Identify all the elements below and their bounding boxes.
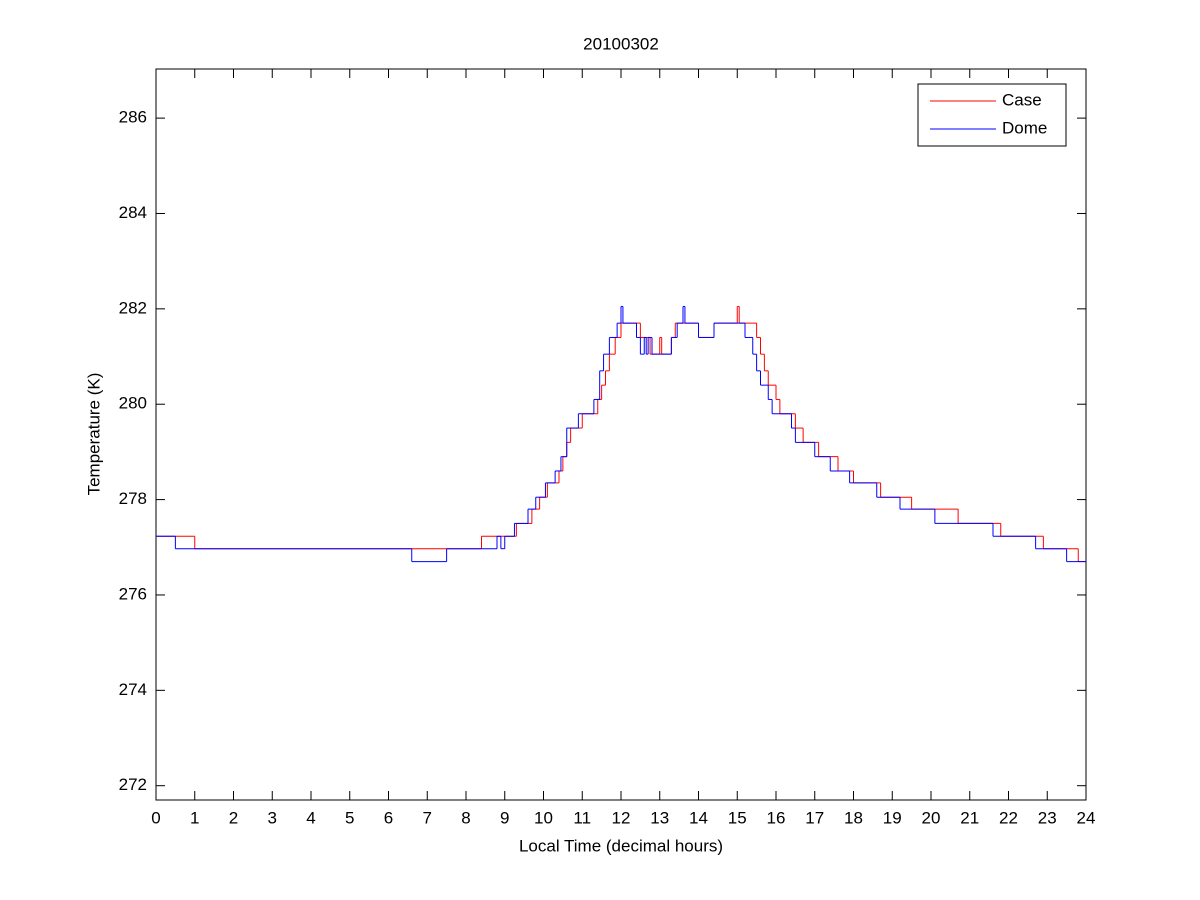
x-tick-label: 13 bbox=[650, 808, 669, 827]
plot-area bbox=[155, 68, 1087, 801]
series-line bbox=[156, 305, 1086, 563]
x-tick-label: 16 bbox=[767, 808, 786, 827]
x-axis-label: Local Time (decimal hours) bbox=[519, 836, 723, 855]
x-tick-label: 10 bbox=[534, 808, 553, 827]
y-tick-label: 282 bbox=[119, 298, 147, 317]
legend-box bbox=[917, 83, 1067, 147]
y-tick-label: 276 bbox=[119, 584, 147, 603]
legend-label: Dome bbox=[1002, 118, 1047, 137]
x-tick-label: 6 bbox=[384, 808, 393, 827]
x-tick-label: 2 bbox=[229, 808, 238, 827]
x-tick-label: 24 bbox=[1077, 808, 1096, 827]
x-tick-label: 22 bbox=[999, 808, 1018, 827]
x-tick-label: 11 bbox=[573, 808, 591, 827]
x-tick-label: 8 bbox=[461, 808, 470, 827]
y-tick-label: 284 bbox=[119, 203, 147, 222]
x-tick-label: 5 bbox=[345, 808, 354, 827]
x-tick-label: 20 bbox=[922, 808, 941, 827]
chart-title: 20100302 bbox=[583, 34, 659, 53]
x-tick-label: 23 bbox=[1038, 808, 1057, 827]
y-tick-label: 274 bbox=[119, 680, 147, 699]
x-tick-label: 3 bbox=[268, 808, 277, 827]
x-tick-label: 15 bbox=[728, 808, 747, 827]
x-tick-label: 12 bbox=[612, 808, 631, 827]
legend-label: Case bbox=[1002, 90, 1042, 109]
y-axis-label: Temperature (K) bbox=[84, 373, 103, 496]
x-tick-label: 17 bbox=[805, 808, 824, 827]
x-tick-label: 9 bbox=[500, 808, 509, 827]
x-tick-label: 1 bbox=[190, 808, 199, 827]
y-tick-label: 278 bbox=[119, 489, 147, 508]
x-tick-label: 18 bbox=[844, 808, 863, 827]
y-tick-label: 272 bbox=[119, 775, 147, 794]
x-tick-label: 7 bbox=[423, 808, 432, 827]
x-tick-label: 4 bbox=[306, 808, 315, 827]
y-tick-label: 286 bbox=[119, 108, 147, 127]
x-tick-label: 19 bbox=[883, 808, 902, 827]
x-tick-label: 0 bbox=[151, 808, 160, 827]
y-tick-label: 280 bbox=[119, 394, 147, 413]
x-tick-label: 21 bbox=[960, 808, 979, 827]
x-tick-label: 14 bbox=[689, 808, 708, 827]
